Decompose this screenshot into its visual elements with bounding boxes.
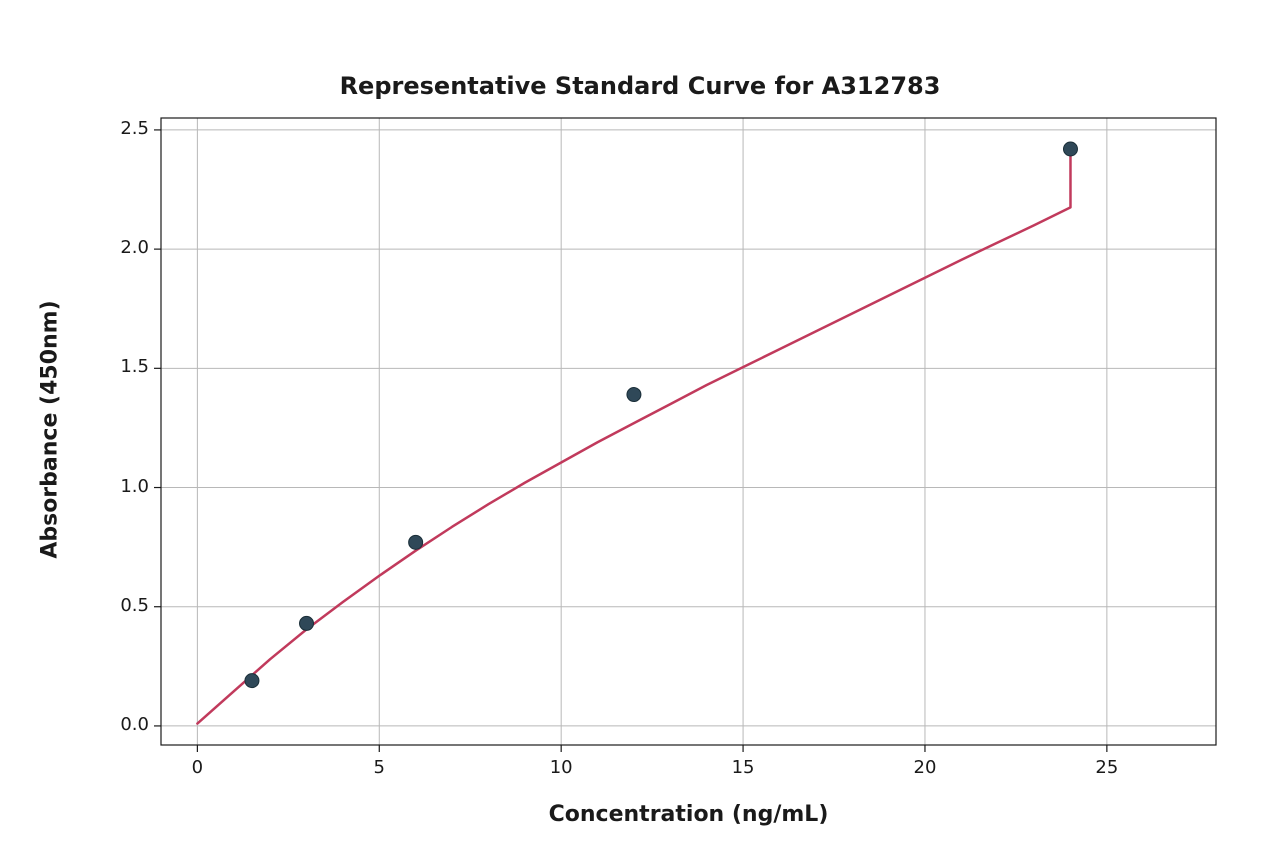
y-tick-label: 1.0 [120, 476, 149, 497]
y-tick-label: 0.5 [120, 595, 149, 616]
y-tick-label: 0.0 [120, 714, 149, 735]
x-tick-label: 15 [713, 757, 773, 778]
x-tick-label: 0 [167, 757, 227, 778]
x-axis-label: Concentration (ng/mL) [539, 802, 839, 827]
chart-svg [0, 0, 1280, 845]
chart-container: Representative Standard Curve for A31278… [0, 0, 1280, 845]
x-tick-label: 25 [1077, 757, 1137, 778]
x-tick-label: 20 [895, 757, 955, 778]
y-axis-label: Absorbance (450nm) [38, 280, 63, 580]
x-tick-label: 5 [349, 757, 409, 778]
x-tick-label: 10 [531, 757, 591, 778]
y-tick-label: 1.5 [120, 356, 149, 377]
chart-title: Representative Standard Curve for A31278… [0, 72, 1280, 100]
y-tick-label: 2.5 [120, 118, 149, 139]
y-tick-label: 2.0 [120, 237, 149, 258]
